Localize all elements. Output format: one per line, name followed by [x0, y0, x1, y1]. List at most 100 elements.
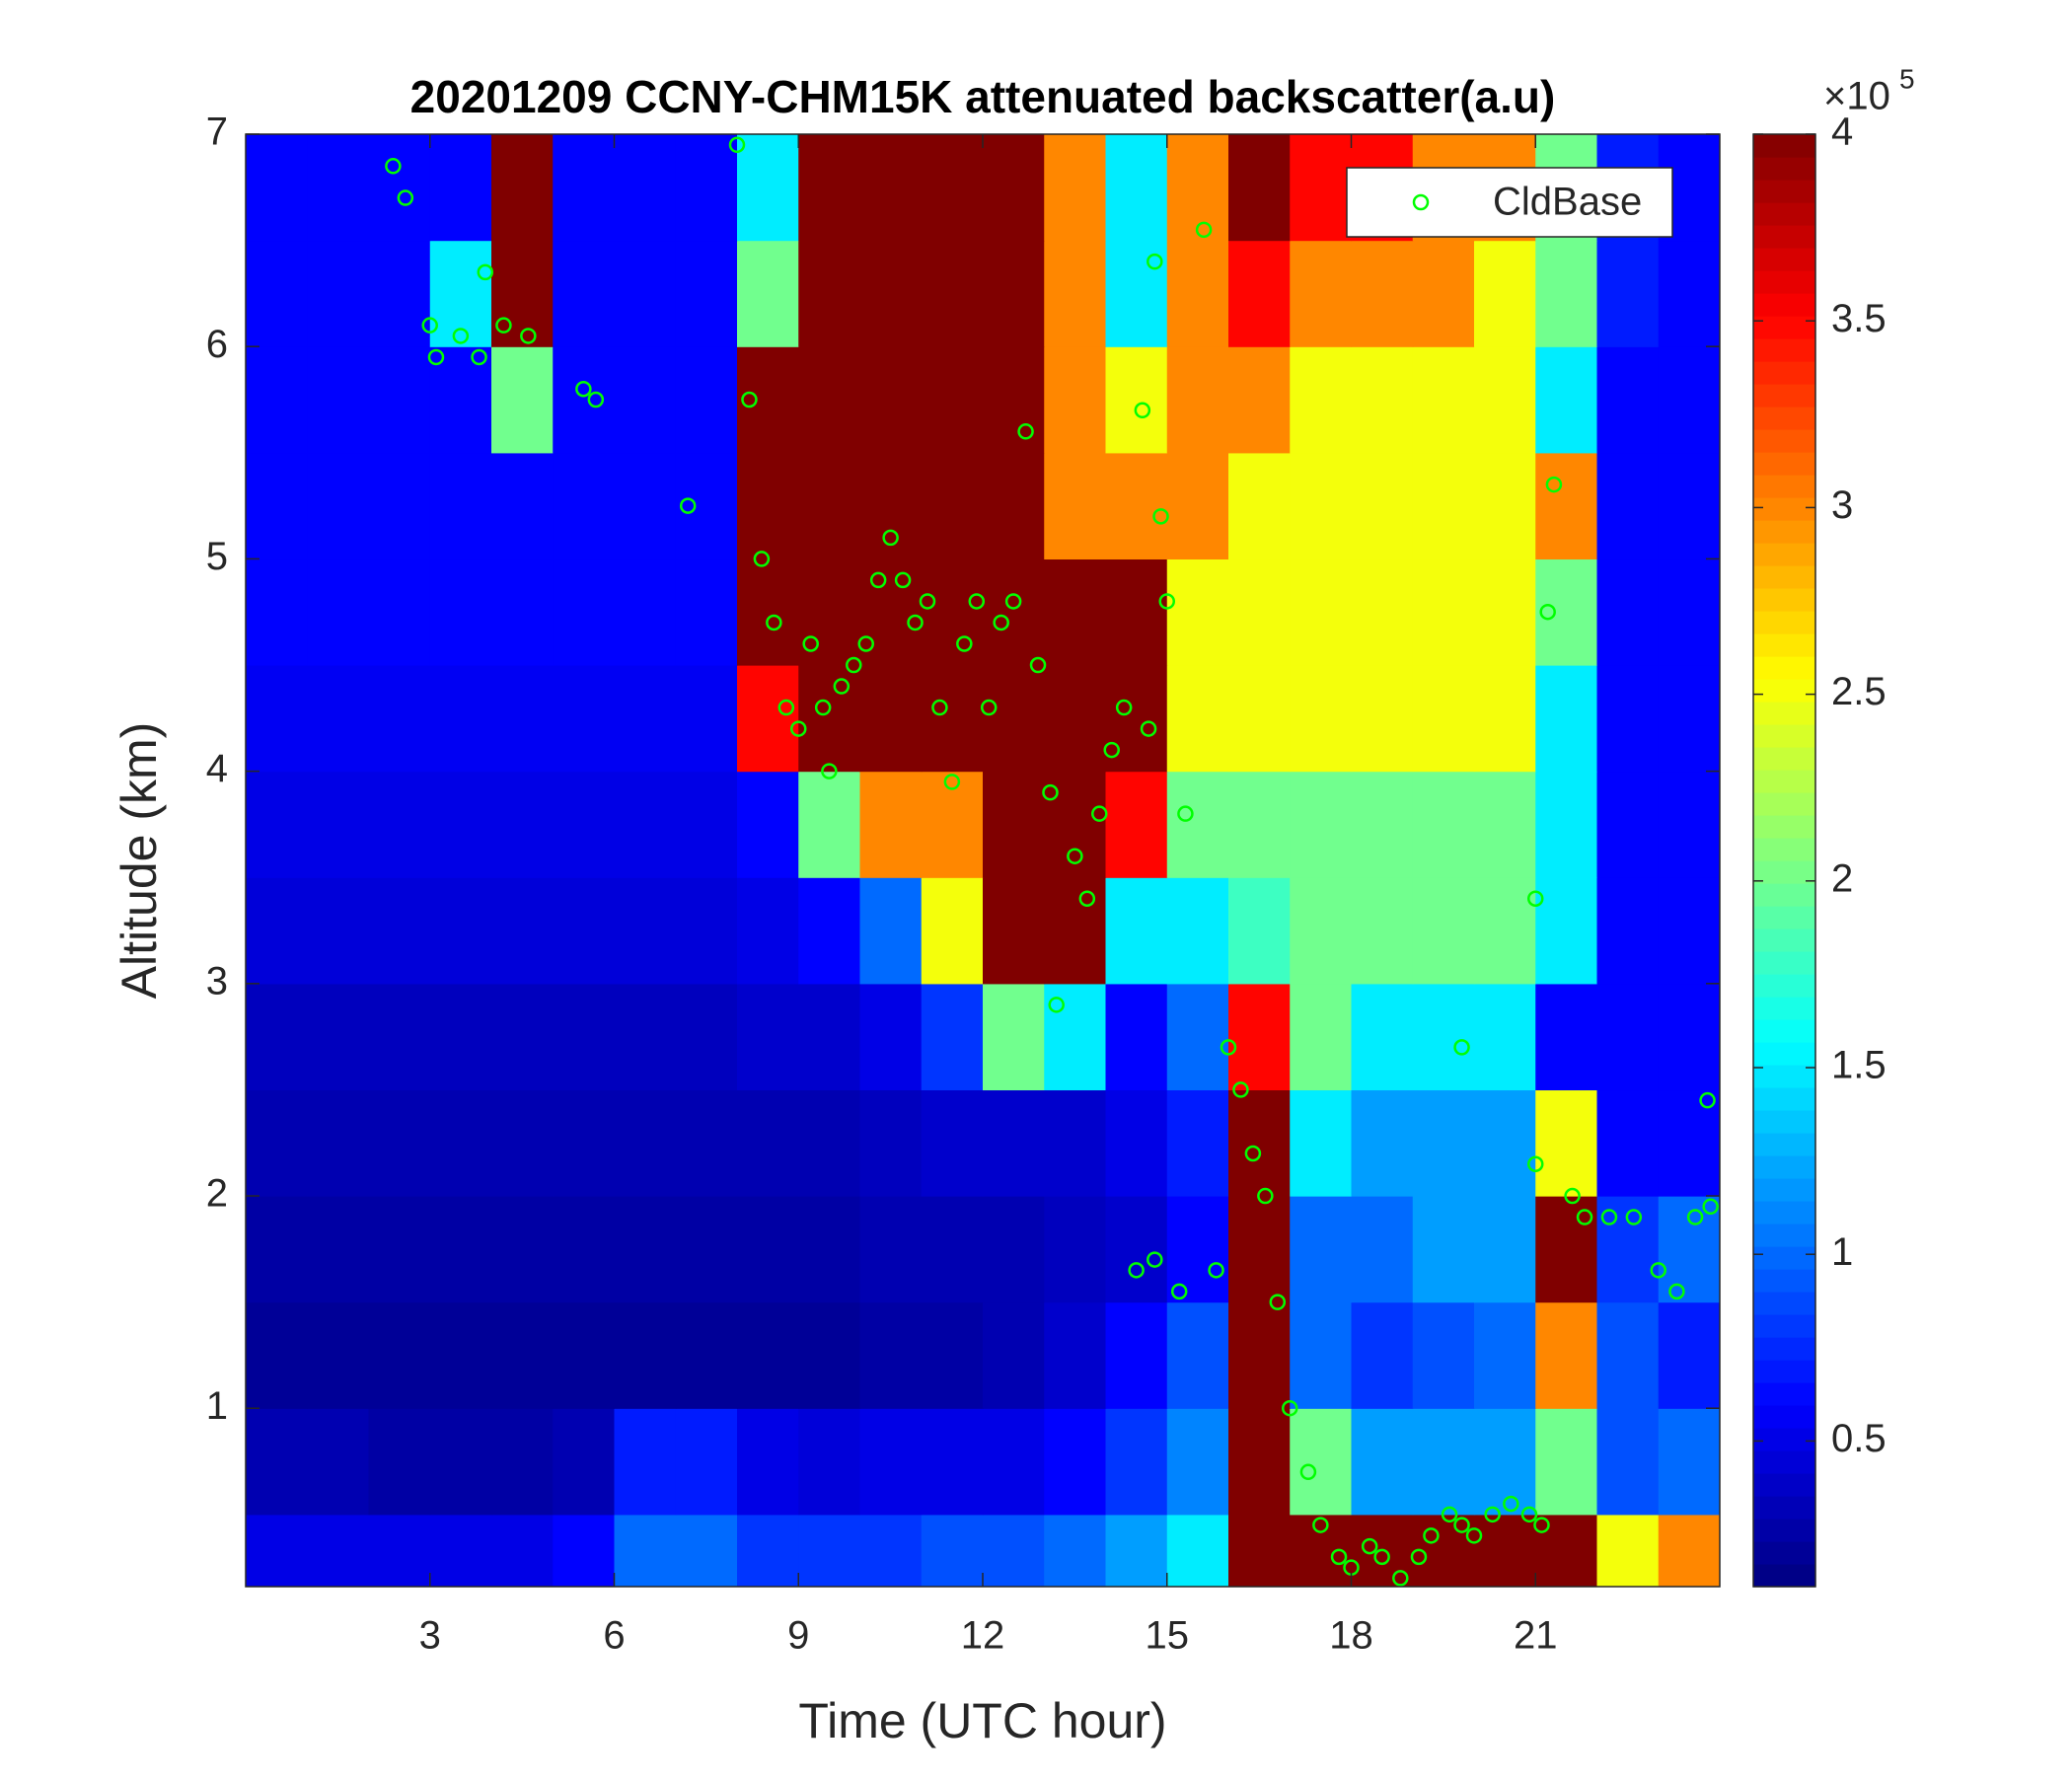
heatmap-cell	[1166, 346, 1229, 454]
heatmap-cell	[798, 983, 861, 1091]
heatmap-cell	[1658, 983, 1720, 1091]
heatmap-cell	[614, 1196, 677, 1303]
heatmap-cell	[246, 665, 308, 773]
y-tick-label: 6	[206, 323, 228, 366]
heatmap-cell	[246, 1514, 308, 1587]
legend-box	[1346, 167, 1673, 238]
colorbar-swatch	[1753, 134, 1815, 158]
heatmap-cell	[1290, 346, 1353, 454]
cloud-base-point	[1147, 253, 1163, 270]
y-tick-label: 1	[206, 1384, 228, 1428]
x-tick-label: 3	[419, 1614, 441, 1658]
heatmap-cell	[1412, 1408, 1475, 1516]
heatmap-cell	[737, 1301, 799, 1409]
heatmap-cell	[675, 452, 738, 560]
heatmap-cell	[1412, 452, 1475, 560]
cloud-base-point	[477, 263, 494, 281]
heatmap-cell	[1044, 665, 1107, 773]
x-axis-label: Time (UTC hour)	[798, 1693, 1166, 1748]
heatmap-cell	[1290, 983, 1353, 1091]
heatmap-cell	[368, 665, 431, 773]
heatmap-cell	[1228, 1196, 1291, 1303]
cloud-base-point	[1503, 1495, 1519, 1513]
heatmap-cell	[246, 1408, 308, 1516]
heatmap-cell	[1228, 134, 1291, 242]
colorbar-swatch	[1753, 656, 1815, 680]
heatmap-cell	[983, 558, 1045, 666]
colorbar-swatch	[1753, 1110, 1815, 1134]
heatmap-cell	[1351, 240, 1414, 347]
heatmap-cell	[1166, 134, 1229, 242]
heatmap-cell	[491, 983, 554, 1091]
colorbar-swatch	[1753, 1382, 1815, 1406]
colorbar-swatch	[1753, 997, 1815, 1020]
heatmap-cell	[921, 452, 984, 560]
cloud-base-point	[471, 348, 487, 366]
heatmap-cell	[859, 1196, 923, 1303]
heatmap-cell	[675, 1514, 738, 1587]
cloud-base-point	[1282, 1399, 1298, 1417]
cloud-base-point	[968, 593, 986, 610]
heatmap-cell	[491, 452, 554, 560]
cloud-base-point	[1257, 1187, 1274, 1205]
cloud-base-point	[1134, 402, 1151, 419]
heatmap-cell	[1658, 771, 1720, 878]
heatmap-cell	[859, 1408, 923, 1516]
heatmap-cell	[798, 1196, 861, 1303]
heatmap-cell	[737, 558, 799, 666]
heatmap-cell	[798, 452, 861, 560]
heatmap-cell	[553, 346, 616, 454]
heatmap-cell	[859, 665, 923, 773]
heatmap-cell	[798, 1301, 861, 1409]
heatmap-cell	[1412, 1301, 1475, 1409]
heatmap-cell	[921, 1301, 984, 1409]
heatmap-cell	[491, 1089, 554, 1197]
cloud-base-point	[520, 328, 537, 344]
colorbar-swatch	[1753, 1519, 1815, 1542]
heatmap-cell	[1658, 346, 1720, 454]
heatmap-cell	[1535, 1089, 1598, 1197]
cloud-base-point	[1004, 593, 1022, 610]
heatmap-cell	[368, 983, 431, 1091]
heatmap-cell	[859, 240, 923, 347]
colorbar-swatch	[1753, 293, 1815, 317]
heatmap-cell	[921, 346, 984, 454]
heatmap-cell	[1658, 1301, 1720, 1409]
cloud-base-point	[802, 635, 819, 652]
cloud-base-point	[495, 317, 512, 334]
heatmap-cell	[921, 983, 984, 1091]
heatmap-cell	[1290, 1196, 1353, 1303]
heatmap-cell	[1166, 771, 1229, 878]
heatmap-cell	[1166, 1301, 1229, 1409]
heatmap-cell	[1412, 240, 1475, 347]
cloud-base-point	[1423, 1527, 1440, 1544]
colorbar-swatch	[1753, 1360, 1815, 1383]
heatmap-cell	[1658, 240, 1720, 347]
cloud-base-point	[1152, 508, 1169, 525]
heatmap-cell	[1166, 240, 1229, 347]
heatmap-cell	[1351, 452, 1414, 560]
colorbar-swatch	[1753, 497, 1815, 521]
cloud-base-point	[1527, 1155, 1544, 1172]
heatmap-cell	[983, 1196, 1045, 1303]
heatmap-cell	[553, 877, 616, 985]
heatmap-cell	[429, 452, 492, 560]
heatmap-cell	[798, 665, 861, 773]
heatmap-cell	[1412, 983, 1475, 1091]
heatmap-cell	[737, 1514, 799, 1587]
heatmap-cell	[983, 1089, 1045, 1197]
cloud-base-point	[931, 699, 948, 716]
heatmap-cell	[614, 771, 677, 878]
heatmap-cell	[1105, 1408, 1168, 1516]
heatmap-cell	[675, 134, 738, 242]
heatmap-cell	[983, 877, 1045, 985]
cloud-base-point	[1539, 603, 1556, 621]
heatmap-cell	[1105, 771, 1168, 878]
heatmap-cell	[1290, 558, 1353, 666]
heatmap-cell	[1044, 134, 1107, 242]
heatmap-cell	[1166, 877, 1229, 985]
heatmap-cell	[307, 665, 370, 773]
heatmap-cell	[1535, 1301, 1598, 1409]
heatmap-cell	[737, 1408, 799, 1516]
cloud-base-point	[1091, 805, 1108, 822]
